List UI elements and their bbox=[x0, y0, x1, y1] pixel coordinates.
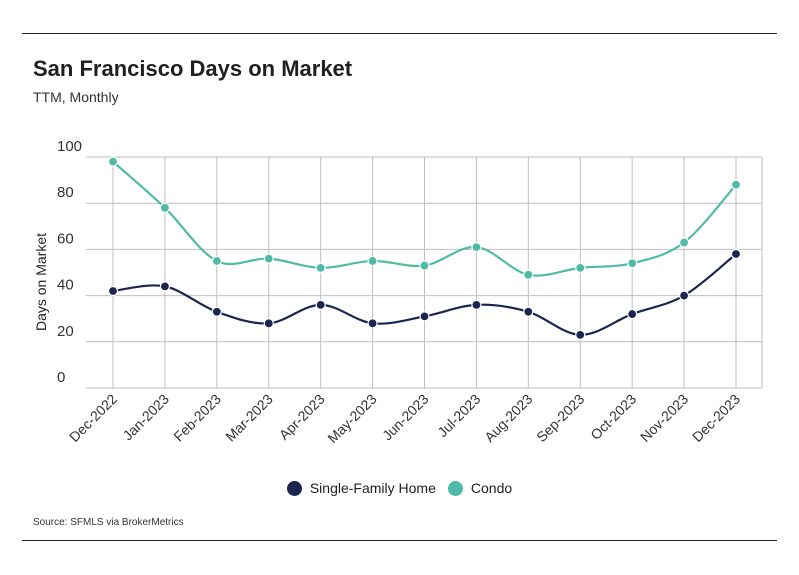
bottom-rule bbox=[22, 540, 777, 541]
x-tick-label: Sep-2023 bbox=[533, 391, 587, 445]
data-point-condo bbox=[107, 156, 119, 167]
data-point-single-family-home bbox=[315, 299, 326, 310]
data-point-single-family-home bbox=[730, 248, 742, 260]
x-tick-label: Jan-2023 bbox=[119, 391, 172, 444]
x-tick-label: Dec-2022 bbox=[66, 391, 120, 445]
legend-swatch-condo bbox=[447, 480, 463, 496]
x-tick-label: Apr-2023 bbox=[276, 391, 328, 443]
x-tick-label: May-2023 bbox=[324, 391, 379, 446]
data-point-condo bbox=[523, 269, 534, 280]
data-point-condo bbox=[471, 241, 482, 253]
data-point-single-family-home bbox=[263, 318, 274, 329]
data-point-condo bbox=[575, 262, 586, 273]
y-tick-labels: 0 20 40 60 80 100 bbox=[57, 138, 82, 386]
x-tick-label: Jun-2023 bbox=[379, 391, 432, 444]
y-tick-label: 60 bbox=[57, 230, 74, 247]
data-point-single-family-home bbox=[575, 329, 586, 340]
top-rule bbox=[22, 33, 777, 34]
data-point-single-family-home bbox=[107, 285, 119, 297]
data-point-single-family-home bbox=[627, 308, 638, 320]
data-point-single-family-home bbox=[523, 306, 534, 317]
data-point-condo bbox=[678, 237, 690, 248]
x-tick-label: Mar-2023 bbox=[222, 391, 276, 445]
data-point-single-family-home bbox=[419, 311, 430, 322]
x-tick-label: Feb-2023 bbox=[170, 391, 224, 445]
x-tick-label: Aug-2023 bbox=[481, 391, 535, 445]
gridlines bbox=[86, 156, 763, 389]
data-point-condo bbox=[419, 260, 430, 271]
data-point-condo bbox=[263, 253, 274, 264]
y-tick-label: 80 bbox=[57, 184, 74, 201]
data-point-single-family-home bbox=[678, 290, 690, 301]
y-tick-label: 40 bbox=[57, 277, 74, 294]
data-point-condo bbox=[730, 179, 742, 190]
x-tick-label: Jul-2023 bbox=[434, 391, 483, 440]
legend-item-condo: Condo bbox=[447, 480, 513, 496]
data-point-single-family-home bbox=[159, 281, 171, 292]
x-tick-label: Nov-2023 bbox=[637, 391, 691, 445]
data-point-condo bbox=[211, 255, 222, 267]
legend-label-condo: Condo bbox=[470, 480, 513, 496]
data-point-condo bbox=[315, 262, 326, 273]
x-tick-label: Dec-2023 bbox=[689, 391, 743, 445]
data-point-single-family-home bbox=[471, 299, 482, 310]
legend: Single-Family Home Condo bbox=[0, 480, 799, 496]
data-point-condo bbox=[159, 202, 171, 213]
legend-label-single-family: Single-Family Home bbox=[309, 480, 436, 496]
data-point-single-family-home bbox=[367, 318, 378, 329]
chart-subtitle: TTM, Monthly bbox=[33, 89, 119, 105]
y-axis-label: Days on Market bbox=[33, 233, 49, 331]
y-tick-label: 100 bbox=[57, 138, 82, 155]
source-note: Source: SFMLS via BrokerMetrics bbox=[33, 517, 184, 528]
series-lines bbox=[107, 156, 742, 340]
legend-item-single-family: Single-Family Home bbox=[286, 480, 436, 496]
x-tick-label: Oct-2023 bbox=[587, 391, 639, 443]
chart-title: San Francisco Days on Market bbox=[33, 56, 353, 81]
y-tick-label: 20 bbox=[57, 323, 74, 340]
legend-swatch-single-family bbox=[286, 480, 302, 496]
data-point-condo bbox=[627, 258, 638, 269]
y-tick-label: 0 bbox=[57, 369, 65, 386]
line-chart: 0 20 40 60 80 100 Dec-2022 Jan-2023Feb-2023Mar… bbox=[33, 138, 763, 446]
data-point-single-family-home bbox=[211, 306, 222, 317]
data-point-condo bbox=[367, 255, 378, 267]
